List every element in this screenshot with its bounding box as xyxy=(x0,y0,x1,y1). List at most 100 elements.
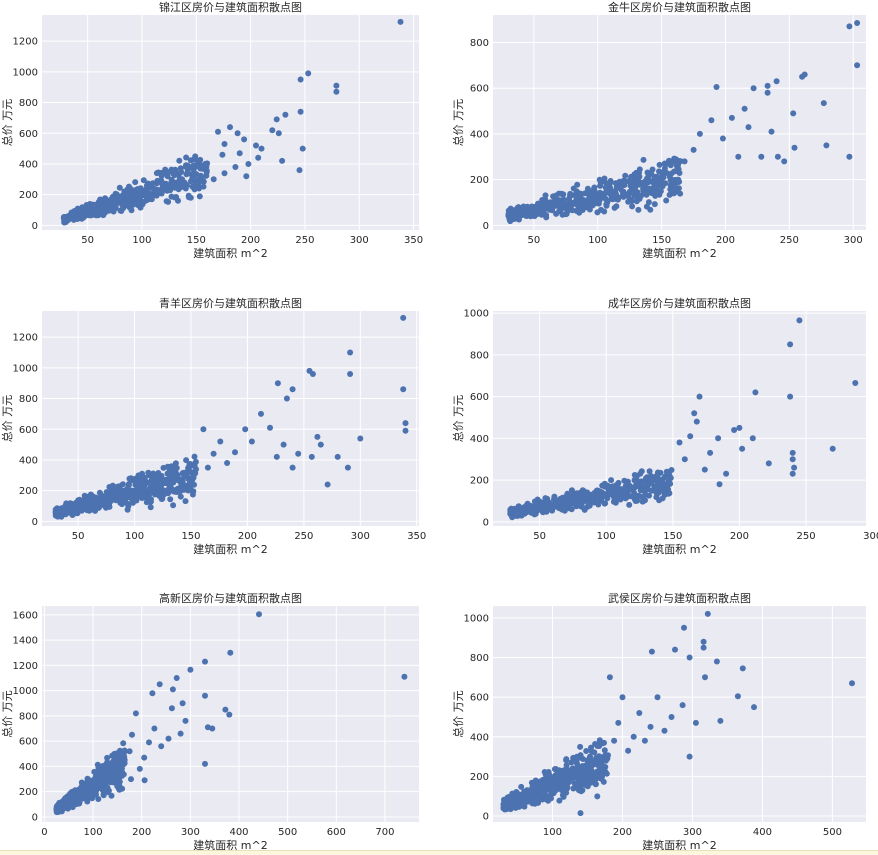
x-tick-label: 100 xyxy=(125,531,144,542)
scatter-point xyxy=(534,496,541,503)
scatter-point xyxy=(615,719,622,726)
scatter-point xyxy=(125,482,132,489)
scatter-point xyxy=(140,177,147,184)
scatter-point xyxy=(202,658,208,665)
scatter-point xyxy=(574,181,581,188)
scatter-point xyxy=(149,690,156,697)
x-tick-label: 100 xyxy=(84,827,103,838)
y-axis-label: 总价 万元 xyxy=(0,99,14,147)
scatter-point xyxy=(100,775,107,782)
scatter-point xyxy=(656,168,662,175)
x-tick-label: 150 xyxy=(187,235,206,246)
scatter-point xyxy=(101,786,108,793)
scatter-point xyxy=(764,82,771,89)
scatter-point xyxy=(577,752,584,759)
scatter-point xyxy=(765,460,772,467)
scatter-point xyxy=(749,435,756,442)
scatter-point xyxy=(626,501,633,508)
y-tick-label: 600 xyxy=(19,129,38,140)
scatter-point xyxy=(630,733,637,740)
y-tick-label: 0 xyxy=(32,221,38,232)
scatter-point xyxy=(177,730,184,737)
x-tick-label: 300 xyxy=(863,531,878,542)
scatter-point xyxy=(77,796,84,803)
scatter-point xyxy=(113,200,120,207)
scatter-point xyxy=(636,166,643,173)
scatter-point xyxy=(245,161,252,167)
scatter-point xyxy=(569,207,576,214)
scatter-point xyxy=(114,493,121,500)
scatter-point xyxy=(86,503,93,510)
y-axis-label: 总价 万元 xyxy=(451,690,465,738)
y-axis-label: 总价 万元 xyxy=(451,395,465,443)
scatter-point xyxy=(305,70,312,77)
scatter-point xyxy=(577,810,584,817)
x-tick-label: 600 xyxy=(327,827,346,838)
y-tick-label: 400 xyxy=(470,129,489,140)
scatter-point xyxy=(608,477,615,484)
scatter-point xyxy=(604,482,611,489)
scatter-point xyxy=(96,489,103,496)
scatter-point xyxy=(598,754,605,761)
scatter-point xyxy=(846,23,853,30)
scatter-point xyxy=(149,482,156,489)
scatter-point xyxy=(579,787,586,794)
scatter-point xyxy=(67,800,74,807)
scatter-point xyxy=(691,410,698,417)
scatter-point xyxy=(164,187,171,194)
scatter-point xyxy=(644,486,651,493)
x-tick-label: 50 xyxy=(81,235,94,246)
scatter-point xyxy=(673,162,680,169)
scatter-point xyxy=(650,189,657,196)
scatter-point xyxy=(187,194,194,201)
scatter-point xyxy=(126,475,133,482)
scatter-point xyxy=(628,173,634,180)
scatter-point xyxy=(553,501,560,508)
scatter-point xyxy=(146,196,153,202)
scatter-point xyxy=(188,178,194,185)
scatter-point xyxy=(543,786,550,793)
scatter-point xyxy=(140,491,147,498)
scatter-point xyxy=(282,111,289,118)
scatter-point xyxy=(104,494,111,501)
scatter-point xyxy=(171,179,178,186)
scatter-point xyxy=(651,185,658,191)
scatter-point xyxy=(531,503,538,510)
y-tick-label: 1000 xyxy=(13,363,38,374)
scatter-point xyxy=(145,492,152,498)
y-tick-label: 0 xyxy=(32,812,38,823)
x-tick-label: 200 xyxy=(613,827,632,838)
scatter-point xyxy=(156,681,163,688)
scatter-point xyxy=(309,371,316,377)
scatter-point xyxy=(672,156,679,163)
scatter-point xyxy=(581,493,588,500)
scatter-point xyxy=(155,169,162,176)
scatter-point xyxy=(745,124,752,131)
scatter-point xyxy=(53,803,60,810)
scatter-point xyxy=(571,500,578,507)
scatter-point xyxy=(267,424,273,431)
x-tick-label: 200 xyxy=(238,531,257,542)
scatter-point xyxy=(716,481,723,488)
y-tick-label: 600 xyxy=(470,392,489,403)
y-tick-label: 200 xyxy=(470,476,489,487)
x-tick-label: 150 xyxy=(181,531,200,542)
plot-area xyxy=(42,15,419,230)
scatter-point xyxy=(612,499,619,506)
y-tick-label: 1600 xyxy=(13,610,38,621)
scatter-point xyxy=(162,490,169,497)
scatter-point xyxy=(668,714,675,720)
y-axis-label: 总价 万元 xyxy=(0,395,14,443)
y-tick-label: 0 xyxy=(32,517,38,528)
scatter-point xyxy=(660,476,666,483)
scatter-point xyxy=(628,493,635,500)
scatter-point xyxy=(119,501,125,508)
scatter-point xyxy=(536,780,542,787)
scatter-point xyxy=(739,445,746,452)
scatter-point xyxy=(87,497,94,504)
scatter-point xyxy=(269,127,276,134)
x-tick-label: 300 xyxy=(350,235,369,246)
scatter-point xyxy=(273,453,280,460)
scatter-point xyxy=(575,776,582,783)
